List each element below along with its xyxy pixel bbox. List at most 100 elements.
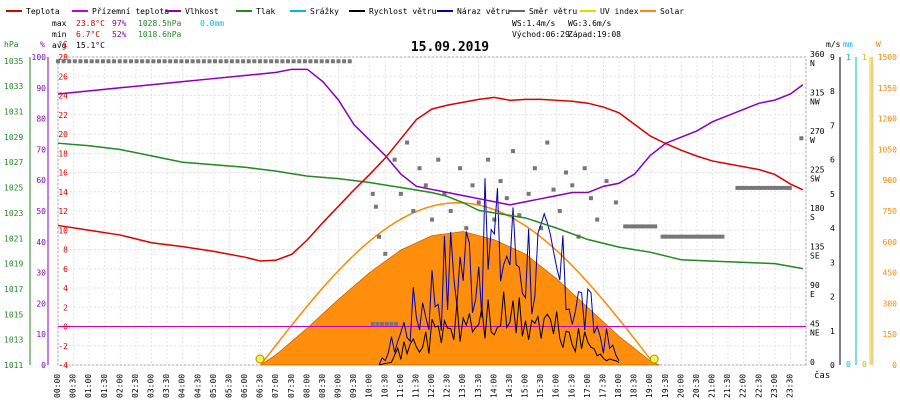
axis-x-tick: 16:30 [567,374,576,398]
axis-pressure-tick: 1033 [4,82,23,91]
wind-direction-point [757,185,762,190]
wind-direction-point [551,187,556,192]
wind-direction-point [269,59,274,64]
axis-x-tick: 09:00 [334,374,343,398]
wind-direction-point [394,321,399,326]
axis-direction-compass: NE [810,329,820,338]
wind-direction-point [739,185,744,190]
axis-temp-tick: -4 [58,361,68,370]
wind-direction-point [720,234,725,239]
axis-direction-tick: 225 [810,166,825,175]
wind-direction-point [67,59,72,64]
axis-x-tick: 12:30 [443,374,452,398]
wind-direction-point [241,59,246,64]
wind-direction-point [389,321,394,326]
wind-direction-point [112,59,117,64]
axis-pressure-tick: 1035 [4,57,23,66]
wind-direction-point [257,59,262,64]
wind-direction-point [123,59,128,64]
legend-label-3: Tlak [256,7,275,16]
series-temperature [57,96,804,262]
wind-direction-point [56,59,60,64]
wind-direction-point [106,59,111,64]
plot-area [56,56,807,366]
axis-x-tick: 06:00 [240,374,249,398]
axis-x-tick: 20:30 [692,374,701,398]
stat-avg-temp: 15.1°C [76,41,105,50]
x-unit-label: čas [814,370,830,381]
stat-max-temp: 23.8°C [76,19,105,28]
wind-direction-point [145,59,150,64]
wind-direction-point [436,157,441,162]
axis-solar-tick: 150 [883,330,898,339]
axis-x-tick: 01:00 [84,374,93,398]
wind-direction-point [196,59,201,64]
wind-direction-point [709,234,714,239]
axis-solar-tick: 600 [883,238,898,247]
stat-max-hum: 97% [112,19,127,28]
wind-direction-point [470,183,475,188]
axis-pressure-tick: 1025 [4,184,23,193]
wind-direction-point [100,59,105,64]
axis-humidity-tick: 40 [36,238,46,247]
axis-uv-tick: 1 [862,53,867,62]
axis-temp-tick: 22 [58,111,68,120]
wind-direction-point [370,321,375,326]
axes: hPa% °C1035103310311029102710251023102110… [4,40,897,398]
axis-solar-tick: 1050 [878,145,897,154]
axis-x-tick: 22:30 [754,374,763,398]
wind-direction-point [746,185,751,190]
wind-direction-point [252,59,257,64]
axis-rain-tick: 0 [846,360,851,369]
axis-temp-tick: 2 [63,303,68,312]
wind-direction-point [286,59,291,64]
wind-direction-point [392,157,397,162]
wind-direction-point [694,234,699,239]
wind-direction-point [314,59,319,64]
wind-direction-point [570,183,575,188]
axis-temp-tick: 10 [58,226,68,235]
axis-x-tick: 04:00 [178,374,187,398]
wind-direction-point [411,209,416,213]
wind-direction-point [224,59,229,64]
wind-direction-point [668,234,673,239]
axis-wind-tick: 7 [830,121,835,130]
wind-direction-point [377,234,382,239]
axis-x-tick: 10:30 [380,374,389,398]
wind-direction-point [504,196,509,201]
axis-x-tick: 13:30 [474,374,483,398]
wind-direction-point [630,224,635,229]
axis-humidity-tick: 50 [36,207,46,216]
wind-direction-point [526,191,531,196]
axis-direction-compass: W [810,136,815,145]
axis-temp-tick: 4 [63,284,68,293]
stats-panel: max 23.8°C 97% 1028.5hPa 0.0mm min 6.7°C… [52,19,621,50]
wind-direction-point [754,185,759,190]
wind-direction-point [229,59,234,64]
wind-direction-point [701,234,706,239]
axis-x-tick: 23:00 [770,374,779,398]
axis-temp-tick: 20 [58,130,68,139]
axis-pressure-tick: 1021 [4,234,23,243]
axis-humidity-tick: 80 [36,115,46,124]
wind-direction-point [308,59,313,64]
wind-direction-point [679,234,684,239]
wind-direction-point [750,185,755,190]
wind-direction-point [405,140,410,145]
axis-direction-compass: N [810,59,815,68]
axis-pressure-tick: 1031 [4,108,23,117]
axis-temp-tick: 16 [58,169,68,178]
stat-min-temp: 6.7°C [76,30,100,39]
wind-direction-point [325,59,330,64]
wind-direction-point [179,59,184,64]
wind-direction-point [342,59,347,64]
wind-direction-point [84,59,89,64]
wind-direction-point [185,59,190,64]
sunset-marker [649,354,659,364]
axis-x-tick: 21:00 [708,374,717,398]
axis-direction-compass: SE [810,252,820,261]
axis-x-tick: 01:30 [100,374,109,398]
axis-solar-tick: 900 [883,176,898,185]
legend-label-6: Náraz větru [457,7,510,16]
